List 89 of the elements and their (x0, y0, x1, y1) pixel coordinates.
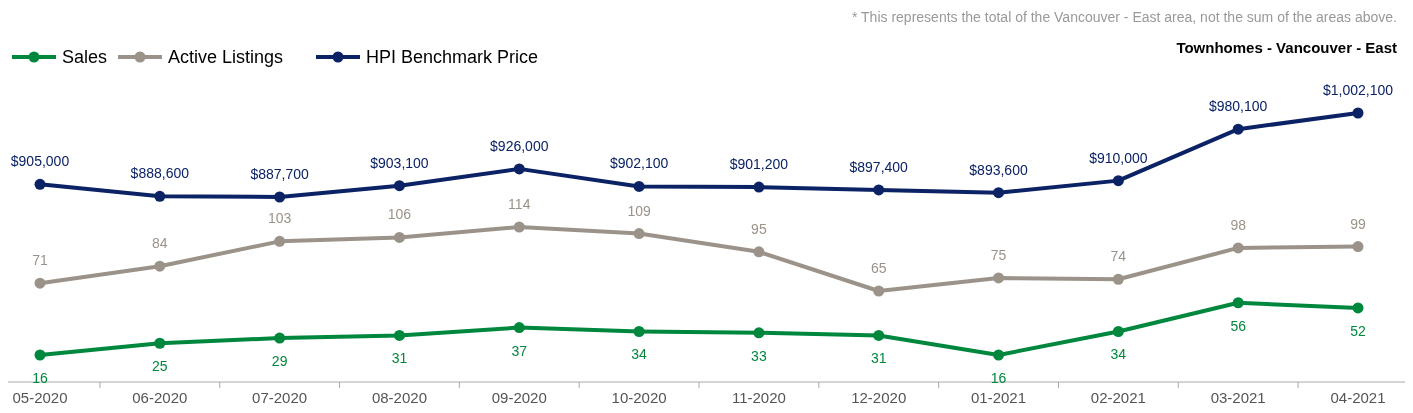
data-label: $905,000 (10, 153, 70, 170)
point (393, 329, 405, 341)
data-label: 98 (1230, 216, 1247, 233)
point (154, 260, 166, 272)
data-label: 31 (870, 350, 887, 367)
point (1232, 297, 1244, 309)
point (1112, 175, 1124, 187)
x-tick-label: 09-2020 (491, 389, 547, 406)
point (633, 228, 645, 240)
data-label: $903,100 (370, 154, 429, 171)
point (1352, 302, 1364, 314)
x-tick-label: 12-2020 (851, 389, 907, 406)
data-label: 114 (508, 196, 531, 212)
point (393, 231, 405, 243)
point (274, 235, 286, 247)
text: * This represents the total of the Vancouver - East area, not the sum of the areas above. (851, 9, 1397, 25)
data-label: $887,700 (250, 166, 310, 182)
point (513, 163, 525, 175)
point (1232, 123, 1244, 135)
x-tick-label: 06-2020 (132, 389, 188, 406)
x-tick-label: 08-2020 (371, 389, 427, 406)
data-label: 71 (32, 252, 48, 269)
point (274, 332, 286, 344)
point (753, 327, 765, 339)
x-tick-label: 05-2020 (12, 389, 68, 406)
data-label: 29 (271, 353, 288, 370)
point (513, 221, 525, 233)
data-label: $1,002,100 (1322, 82, 1394, 98)
data-label: $926,000 (490, 137, 549, 154)
point (1232, 242, 1244, 254)
data-label: 34 (631, 346, 648, 363)
data-label: 65 (870, 260, 887, 276)
chart-title: Townhomes - Vancouver - East (1176, 39, 1397, 56)
x-tick-label: 11-2020 (731, 389, 786, 406)
data-label: 74 (1110, 248, 1127, 265)
x-tick-label: 07-2020 (252, 389, 308, 406)
data-label: 31 (391, 350, 408, 367)
data-label: $897,400 (849, 158, 909, 175)
data-label: $980,100 (1208, 98, 1268, 115)
data-label: 109 (627, 202, 651, 219)
data-label: 95 (751, 220, 767, 237)
x-tick-label: 10-2020 (611, 389, 667, 406)
data-label: $893,600 (969, 161, 1028, 178)
point (1112, 273, 1124, 285)
point (753, 246, 765, 258)
x-tick-label: 02-2021 (1090, 389, 1146, 406)
data-label: $888,600 (130, 165, 190, 182)
point (633, 180, 645, 192)
point (154, 190, 166, 202)
data-label: 52 (1350, 322, 1366, 339)
point (393, 180, 405, 192)
point (873, 184, 885, 196)
data-label: 75 (990, 246, 1007, 263)
point (1352, 241, 1364, 253)
point (753, 181, 765, 193)
point (1112, 325, 1124, 337)
data-label: 99 (1350, 215, 1366, 232)
point (34, 178, 46, 190)
data-label: 37 (511, 342, 528, 359)
point (34, 349, 46, 361)
data-label: $910,000 (1089, 149, 1148, 166)
data-label: 33 (751, 347, 767, 364)
data-label: 84 (152, 235, 168, 252)
point (34, 277, 46, 289)
data-label: $902,100 (609, 155, 669, 172)
legend-label: Sales (62, 47, 108, 67)
legend-label: HPI Benchmark Price (366, 47, 539, 67)
point (873, 329, 885, 341)
data-label: 16 (32, 370, 48, 386)
data-label: 103 (267, 210, 292, 227)
point (1352, 107, 1364, 119)
data-label: 56 (1230, 317, 1247, 334)
point (154, 337, 166, 349)
point (873, 285, 885, 297)
x-tick-label: 04-2021 (1330, 389, 1386, 406)
x-tick-label: 03-2021 (1210, 389, 1266, 406)
point (993, 349, 1005, 361)
data-label: 34 (1110, 346, 1127, 363)
point (993, 272, 1005, 284)
data-label: 106 (387, 206, 412, 223)
legend-label: Active Listings (168, 47, 284, 67)
point (513, 322, 525, 334)
point (993, 187, 1005, 199)
data-label: $901,200 (729, 156, 789, 173)
data-label: 25 (152, 358, 168, 375)
data-label: 16 (990, 370, 1007, 386)
point (633, 325, 645, 337)
point (274, 191, 286, 203)
x-tick-label: 01-2021 (971, 389, 1027, 406)
